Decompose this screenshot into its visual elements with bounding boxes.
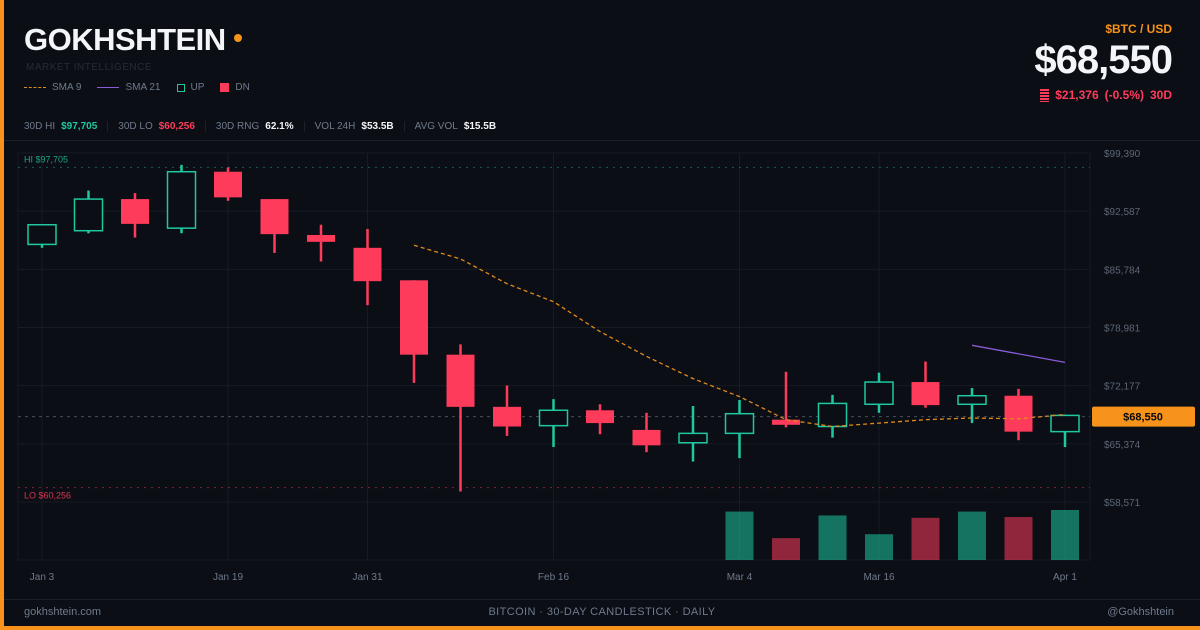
header-divider: [4, 140, 1200, 141]
axis-labels: $99,390 $92,587 $85,784 $78,981 $72,177 $65,3…: [24, 149, 1195, 583]
change-period: 30D: [1149, 88, 1172, 102]
candle-body-down: [493, 406, 521, 427]
pair-label: $BTC / USD: [1105, 22, 1172, 36]
candle-body-up: [678, 432, 708, 444]
volume-bars: [725, 510, 1079, 560]
x-tick-label: Jan 31: [352, 572, 382, 583]
x-tick-label: Mar 4: [727, 572, 753, 583]
footer-divider: [4, 599, 1200, 600]
price-change: $21,376 (-0.5%) 30D: [1040, 88, 1172, 102]
stat-30d-lo: 30D LO $60,256: [118, 121, 206, 132]
volume-bar: [911, 517, 940, 560]
candle-body-down: [214, 171, 242, 198]
current-price-tag-label: $68,550: [1123, 412, 1163, 424]
y-tick-label: $85,784: [1104, 265, 1141, 276]
y-tick-label: $65,374: [1104, 440, 1141, 451]
sma21-line: [971, 344, 1066, 364]
change-bar-icon: [1040, 88, 1050, 102]
y-tick-label: $99,390: [1104, 149, 1141, 160]
candle-body-up: [73, 198, 104, 232]
candle-body-up: [538, 409, 569, 427]
volume-bar: [1051, 510, 1079, 560]
candle-body-up: [724, 412, 755, 435]
legend-sma9: SMA 9: [24, 82, 81, 93]
candle-body-down: [353, 247, 382, 282]
candlestick-chart: $99,390 $92,587 $85,784 $78,981 $72,177 $65,3…: [17, 149, 1195, 583]
volume-bar: [1004, 517, 1033, 560]
sma9-swatch-icon: [24, 87, 46, 88]
candle-body-down: [632, 429, 661, 446]
y-tick-label: $58,571: [1104, 498, 1141, 509]
candle-body-down: [307, 234, 335, 242]
candle-body-up: [1050, 414, 1080, 433]
brand-title: GOKHSHTEIN: [24, 22, 242, 58]
footer-handle: @Gokhshtein: [1107, 606, 1174, 618]
candle-body-down: [586, 410, 614, 424]
y-tick-label: $72,177: [1104, 382, 1141, 393]
footer-caption: BITCOIN · 30-DAY CANDLESTICK · DAILY: [488, 606, 716, 618]
stats-bar: 30D HI $97,705 30D LO $60,256 30D RNG 62.1%…: [24, 121, 516, 132]
candle-body-up: [27, 223, 57, 246]
current-price: $68,550: [1034, 38, 1173, 82]
legend-dn: DN: [220, 82, 250, 93]
y-tick-label: $92,587: [1104, 207, 1141, 218]
candle-body-down: [260, 199, 289, 235]
hi-label: HI $97,705: [24, 154, 68, 164]
moving-averages: [413, 244, 1066, 428]
candle-body-up: [957, 394, 987, 406]
footer: gokhshtein.com BITCOIN · 30-DAY CANDLEST…: [4, 600, 1200, 626]
volume-bar: [865, 534, 893, 560]
sma21-swatch-icon: [97, 87, 120, 88]
candles: [27, 164, 1080, 492]
x-tick-label: Jan 19: [213, 572, 243, 583]
chart-grid: [17, 152, 1091, 561]
brand-dot-icon: [233, 33, 242, 42]
x-tick-label: Mar 16: [863, 572, 895, 583]
candle-body-down: [911, 382, 940, 406]
candle-body-up: [817, 402, 848, 428]
stat-30d-range: 30D RNG 62.1%: [216, 121, 305, 132]
candle-body-down: [400, 280, 428, 355]
current-price-tag: [1092, 406, 1195, 427]
candle-body-up: [166, 170, 197, 229]
volume-bar: [818, 515, 847, 560]
x-tick-label: Jan 3: [30, 572, 55, 583]
legend-up: UP: [176, 82, 204, 93]
candle-body-down: [446, 354, 475, 407]
candle-body-down: [1004, 395, 1033, 432]
stat-avg-vol: AVG VOL $15.5B: [414, 121, 497, 132]
change-abs: $21,376: [1055, 88, 1099, 102]
volume-bar: [772, 538, 800, 560]
candle-body-up: [864, 381, 894, 406]
legend-sma21: SMA 21: [97, 82, 161, 93]
stat-30d-hi: 30D HI $97,705: [24, 121, 109, 132]
volume-bar: [725, 511, 754, 560]
lo-label: LO $60,256: [24, 491, 71, 501]
footer-site: gokhshtein.com: [24, 606, 102, 618]
chart-legend: SMA 9 SMA 21 UP DN: [24, 82, 250, 93]
candle-body-down: [772, 419, 800, 425]
stat-vol-24h: VOL 24H $53.5B: [315, 121, 405, 132]
brand-subtitle: MARKET INTELLIGENCE: [26, 62, 153, 73]
candle-body-down: [121, 199, 149, 224]
sma9-line: [413, 244, 1066, 428]
change-pct: (-0.5%): [1104, 88, 1144, 102]
x-tick-label: Apr 1: [1053, 572, 1077, 583]
down-swatch-icon: [220, 83, 230, 92]
up-swatch-icon: [176, 83, 185, 92]
y-tick-label: $78,981: [1104, 324, 1141, 335]
x-tick-label: Feb 16: [538, 572, 570, 583]
volume-bar: [958, 511, 986, 560]
